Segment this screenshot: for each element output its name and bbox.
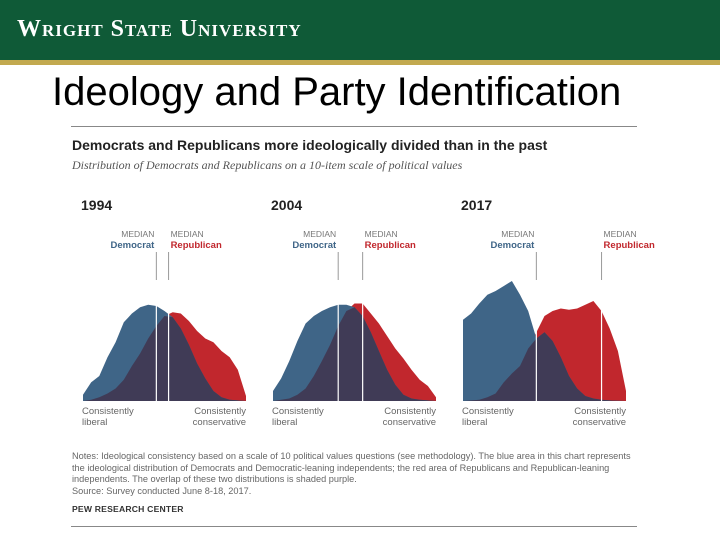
x-left-sub-2017: liberal bbox=[462, 417, 487, 428]
chart-subtitle: Distribution of Democrats and Republican… bbox=[72, 158, 463, 172]
median-label-republican-2004: Republican bbox=[365, 240, 416, 251]
university-name: Wright State University bbox=[17, 16, 302, 42]
median-caption-democrat-2004: MEDIAN bbox=[303, 229, 336, 239]
overlap-area-2017 bbox=[463, 332, 626, 401]
pew-credit: PEW RESEARCH CENTER bbox=[72, 504, 184, 514]
x-right-label-1994: Consistently bbox=[194, 406, 246, 417]
x-left-sub-2004: liberal bbox=[272, 417, 297, 428]
chart-notes: Notes: Ideological consistency based on … bbox=[72, 451, 638, 497]
year-label-2017: 2017 bbox=[461, 197, 492, 213]
median-label-democrat-2004: Democrat bbox=[292, 240, 337, 251]
x-right-sub-2004: conservative bbox=[383, 417, 436, 428]
overlap-area-2004 bbox=[273, 307, 436, 401]
x-left-sub-1994: liberal bbox=[82, 417, 107, 428]
university-banner: Wright State University bbox=[0, 0, 720, 60]
methodology-note: Notes: Ideological consistency based on … bbox=[72, 451, 631, 484]
median-caption-democrat-2017: MEDIAN bbox=[501, 229, 534, 239]
x-left-label-1994: Consistently bbox=[82, 406, 134, 417]
x-left-label-2017: Consistently bbox=[462, 406, 514, 417]
x-right-sub-1994: conservative bbox=[193, 417, 246, 428]
median-label-democrat-1994: Democrat bbox=[111, 240, 156, 251]
x-left-label-2004: Consistently bbox=[272, 406, 324, 417]
median-label-republican-2017: Republican bbox=[604, 240, 655, 251]
bottom-divider bbox=[71, 526, 637, 527]
median-caption-republican-2004: MEDIAN bbox=[365, 229, 398, 239]
slide-title: Ideology and Party Identification bbox=[52, 70, 622, 114]
top-divider bbox=[71, 126, 637, 127]
overlap-area-1994 bbox=[83, 316, 246, 401]
median-caption-democrat-1994: MEDIAN bbox=[121, 229, 154, 239]
x-right-sub-2017: conservative bbox=[573, 417, 626, 428]
median-label-republican-1994: Republican bbox=[171, 240, 222, 251]
banner-gold-stripe bbox=[0, 60, 720, 65]
year-label-2004: 2004 bbox=[271, 197, 302, 213]
x-right-label-2004: Consistently bbox=[384, 406, 436, 417]
x-right-label-2017: Consistently bbox=[574, 406, 626, 417]
median-label-democrat-2017: Democrat bbox=[491, 240, 536, 251]
year-label-1994: 1994 bbox=[81, 197, 112, 213]
chart-title: Democrats and Republicans more ideologic… bbox=[72, 137, 548, 153]
median-caption-republican-1994: MEDIAN bbox=[171, 229, 204, 239]
source-note: Source: Survey conducted June 8-18, 2017… bbox=[72, 485, 252, 496]
median-caption-republican-2017: MEDIAN bbox=[604, 229, 637, 239]
